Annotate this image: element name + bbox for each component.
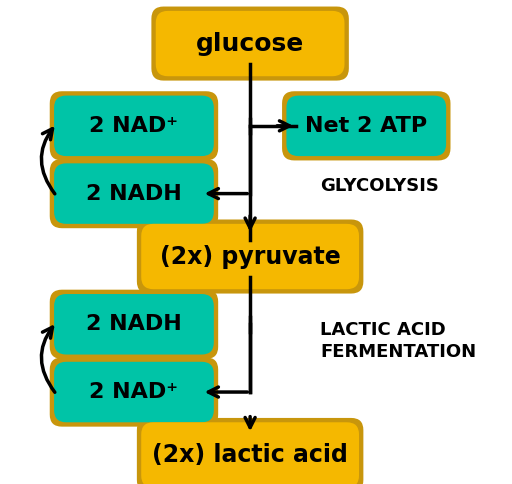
FancyBboxPatch shape: [54, 96, 214, 156]
FancyBboxPatch shape: [54, 294, 214, 354]
Text: 2 NAD⁺: 2 NAD⁺: [90, 382, 179, 402]
FancyBboxPatch shape: [141, 422, 359, 484]
Text: (2x) pyruvate: (2x) pyruvate: [160, 244, 340, 269]
FancyBboxPatch shape: [54, 362, 214, 422]
FancyBboxPatch shape: [137, 418, 364, 484]
FancyBboxPatch shape: [137, 220, 364, 293]
FancyBboxPatch shape: [156, 11, 345, 76]
Text: 2 NAD⁺: 2 NAD⁺: [90, 116, 179, 136]
FancyBboxPatch shape: [50, 159, 218, 228]
FancyBboxPatch shape: [50, 289, 218, 359]
Text: glucose: glucose: [196, 31, 304, 56]
FancyBboxPatch shape: [152, 6, 349, 80]
Text: (2x) lactic acid: (2x) lactic acid: [152, 443, 348, 467]
Text: 2 NADH: 2 NADH: [86, 183, 182, 204]
Text: 2 NADH: 2 NADH: [86, 314, 182, 334]
FancyBboxPatch shape: [50, 91, 218, 161]
FancyBboxPatch shape: [141, 224, 359, 289]
Text: Net 2 ATP: Net 2 ATP: [305, 116, 428, 136]
Text: GLYCOLYSIS: GLYCOLYSIS: [321, 177, 439, 196]
FancyBboxPatch shape: [286, 96, 446, 156]
FancyBboxPatch shape: [282, 91, 451, 161]
FancyBboxPatch shape: [54, 164, 214, 224]
FancyBboxPatch shape: [50, 357, 218, 427]
Text: LACTIC ACID
FERMENTATION: LACTIC ACID FERMENTATION: [321, 321, 477, 362]
